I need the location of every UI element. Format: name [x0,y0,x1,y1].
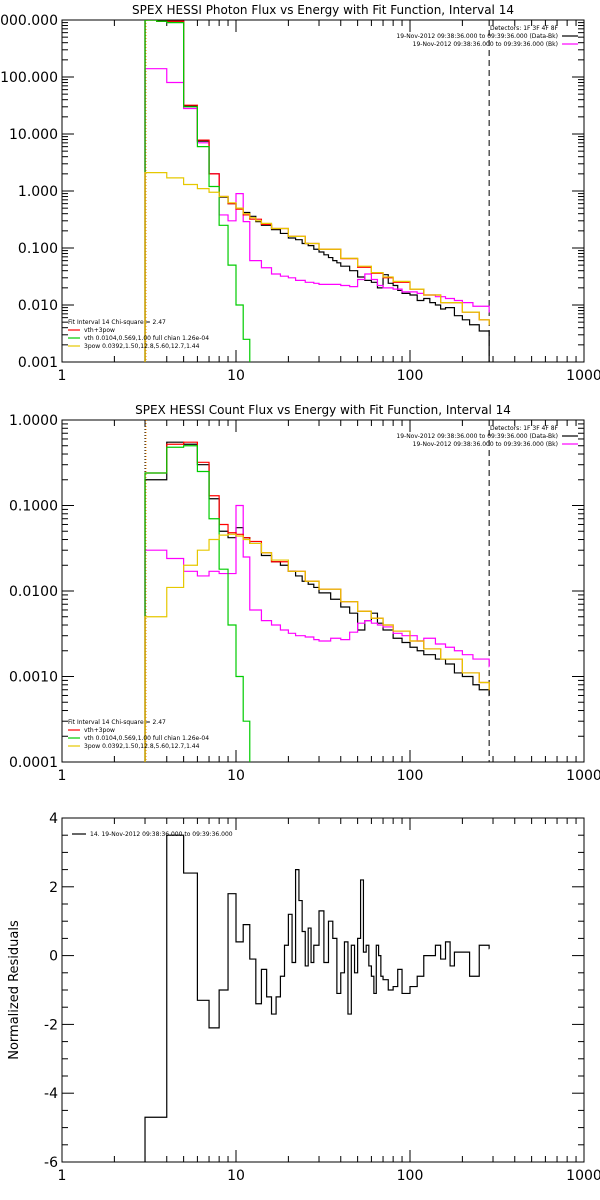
y-tick-label: 0.1000 [9,499,58,515]
vth-series [144,445,251,762]
vth-3pow-series [144,441,490,762]
y-tick-label: 100.000 [0,70,58,86]
legend-top-right-entry: Detectors: 1F 3F 4F 8F [490,25,559,32]
plot-frame [61,419,585,763]
plot-area [144,834,490,1162]
vth-series [144,20,251,362]
x-tick-label: 100 [397,368,424,384]
vth-3pow-series [144,20,490,362]
legend-entry: vth 0.0104,0.569,1.00 full chian 1.26e-0… [84,335,209,342]
legend-top-right-entry: Detectors: 1F 3F 4F 8F [490,425,559,432]
chart-title: SPEX HESSI Photon Flux vs Energy with Fi… [132,3,514,17]
plot-area [144,20,490,362]
x-tick-label: 1000 [566,768,600,784]
legend-entry: vth 0.0104,0.569,1.00 full chian 1.26e-0… [84,735,209,742]
legend-top-right-entry: 19-Nov-2012 09:38:36.000 to 09:39:36.000… [396,433,558,440]
x-tick-label: 1 [58,768,67,784]
y-tick-label: 4 [49,811,58,827]
y-tick-label: 0.0001 [9,755,58,771]
x-tick-label: 1000 [566,368,600,384]
chart-2: SPEX HESSI Count Flux vs Energy with Fit… [9,403,600,784]
x-tick-label: 10 [227,768,245,784]
legend-fit-info: Fit Interval 14 Chi-square = 2.47 [68,719,166,726]
y-tick-label: -2 [44,1017,58,1033]
chart-3: Normalized Residuals 1 10 100 1000 -6 -4 -2 0 2 4 1… [7,811,600,1184]
x-tick-label: 10 [227,368,245,384]
data-bk-series [144,20,490,362]
legend-fit-info: Fit Interval 14 Chi-square = 2.47 [68,319,166,326]
bk-series [144,504,490,762]
y-tick-label: 1000.000 [0,13,58,29]
y-tick-label: -4 [44,1086,58,1102]
legend-top-right-entry: 19-Nov-2012 09:38:36.000 to 09:39:36.000… [413,441,558,448]
legend-entry: 3pow 0.0392,1.50,12.8,5.60,12.7,1.44 [84,343,200,350]
plot-area [144,420,490,762]
bk-series [144,68,490,362]
y-tick-label: 1.000 [18,184,58,200]
y-tick-label: 0.0100 [9,584,58,600]
legend-entry: vth+3pow [84,727,115,734]
y-tick-label: 1.0000 [9,413,58,429]
3pow-series [144,172,490,362]
chart-1: SPEX HESSI Photon Flux vs Energy with Fi… [0,3,600,384]
y-tick-label: 0.010 [18,298,58,314]
residuals-series [144,834,490,1162]
legend-entry: vth+3pow [84,327,115,334]
y-tick-label: 2 [49,880,58,896]
x-tick-label: 1 [58,368,67,384]
chart-title: SPEX HESSI Count Flux vs Energy with Fit… [135,403,511,417]
3pow-series [144,533,490,762]
y-tick-label: 10.000 [9,127,58,143]
data-bk-series [144,441,490,762]
legend-entry: 3pow 0.0392,1.50,12.8,5.60,12.7,1.44 [84,743,200,750]
legend-entry: 14. 19-Nov-2012 09:38:36.000 to 09:39:36… [90,831,233,838]
y-tick-label: 0.100 [18,241,58,257]
plot-frame [61,19,585,363]
x-tick-label: 1 [58,1168,67,1184]
y-axis-label: Normalized Residuals [7,920,22,1060]
y-tick-label: 0.0010 [9,670,58,686]
x-tick-label: 10 [227,1168,245,1184]
plot-frame [61,817,585,1163]
x-tick-label: 100 [397,1168,424,1184]
x-tick-label: 100 [397,768,424,784]
y-tick-label: 0 [49,949,58,965]
x-tick-label: 1000 [566,1168,600,1184]
y-tick-label: -6 [44,1155,58,1171]
legend-top-right-entry: 19-Nov-2012 09:38:36.000 to 09:39:36.000… [413,41,558,48]
y-tick-label: 0.001 [18,355,58,371]
legend-top-right-entry: 19-Nov-2012 09:38:36.000 to 09:39:36.000… [396,33,558,40]
